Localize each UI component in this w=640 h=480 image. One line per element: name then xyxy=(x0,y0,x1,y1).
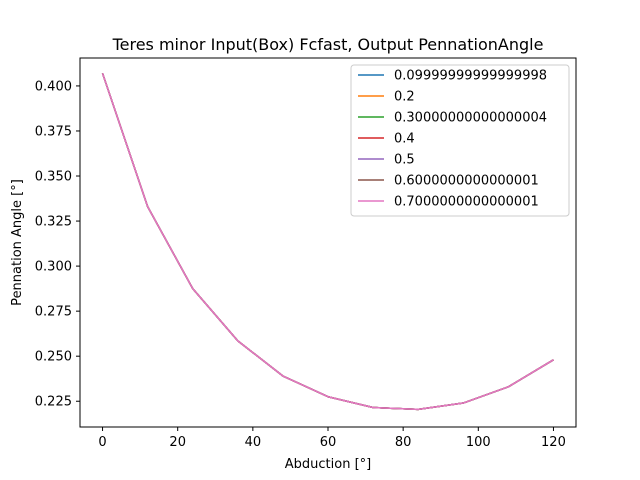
legend-label: 0.30000000000000004 xyxy=(394,111,547,126)
y-axis-label: Pennation Angle [°] xyxy=(10,179,25,306)
y-tick-label: 0.250 xyxy=(35,350,72,365)
y-tick-label: 0.225 xyxy=(35,395,72,410)
x-tick-label: 120 xyxy=(541,435,566,450)
legend-label: 0.09999999999999998 xyxy=(394,69,547,84)
legend: 0.09999999999999998 0.2 0.3000000000000000… xyxy=(350,64,570,217)
y-tick-label: 0.400 xyxy=(35,79,72,94)
x-tick-label: 80 xyxy=(395,435,412,450)
y-tick-label: 0.275 xyxy=(35,305,72,320)
legend-box xyxy=(350,64,570,217)
plot-area xyxy=(101,73,554,411)
legend-label: 0.7000000000000001 xyxy=(394,195,539,210)
x-axis-label: Abduction [°] xyxy=(285,457,371,472)
x-tick-label: 0 xyxy=(98,435,106,450)
x-tick-label: 100 xyxy=(466,435,491,450)
y-tick-label: 0.375 xyxy=(35,124,72,139)
x-axis: 0 20 40 60 80 100 120 xyxy=(98,427,566,450)
legend-label: 0.2 xyxy=(394,90,415,105)
y-tick-label: 0.350 xyxy=(35,170,72,185)
chart-title: Teres minor Input(Box) Fcfast, Output Pe… xyxy=(112,35,544,54)
x-tick-label: 60 xyxy=(320,435,337,450)
y-tick-label: 0.325 xyxy=(35,215,72,230)
y-tick-label: 0.300 xyxy=(35,260,72,275)
y-axis: 0.225 0.250 0.275 0.300 0.325 0.350 0.375 0.400 xyxy=(35,79,80,410)
x-tick-label: 20 xyxy=(169,435,186,450)
legend-label: 0.6000000000000001 xyxy=(394,174,539,189)
series-line-7 xyxy=(101,73,554,411)
legend-label: 0.4 xyxy=(394,132,415,147)
legend-label: 0.5 xyxy=(394,153,415,168)
x-tick-label: 40 xyxy=(245,435,262,450)
